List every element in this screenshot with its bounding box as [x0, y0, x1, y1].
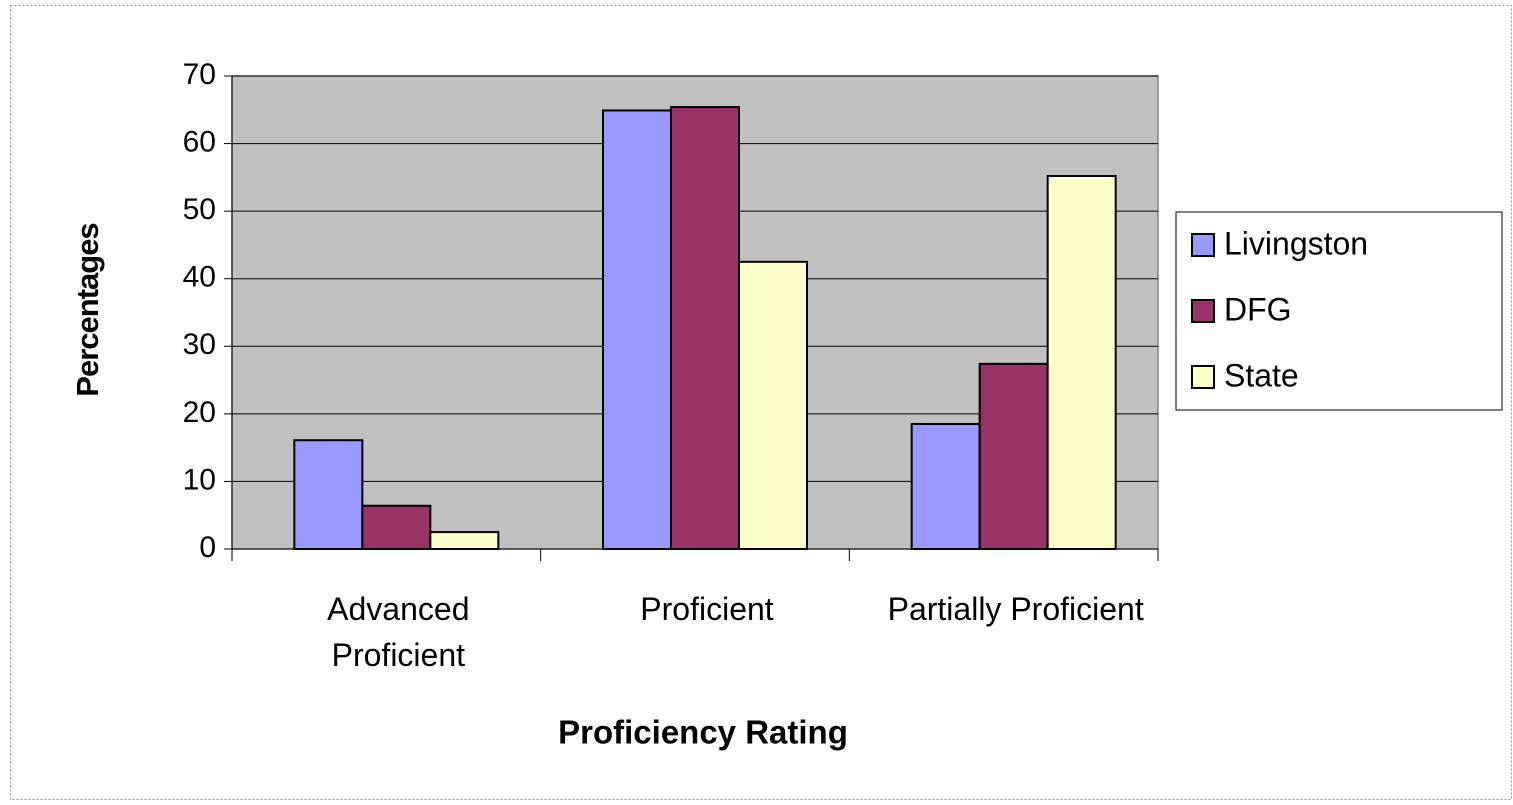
legend-swatch	[1191, 299, 1215, 323]
bar	[293, 439, 364, 550]
bar	[361, 504, 432, 550]
y-tick-label: 50	[183, 193, 216, 226]
y-tick-label: 10	[183, 463, 216, 496]
bar	[1046, 175, 1117, 550]
x-tick-label: Proficient	[640, 591, 774, 627]
x-tick-label: Advanced Proficient	[327, 591, 470, 673]
y-tick-label: 20	[183, 396, 216, 429]
legend-label: Livingston	[1224, 225, 1368, 261]
y-tick-label: 0	[199, 531, 216, 564]
y-tick-label: 60	[183, 125, 216, 158]
x-tick-label: Partially Proficient	[887, 591, 1144, 627]
legend-swatch	[1191, 233, 1215, 257]
legend-label: State	[1224, 357, 1299, 393]
legend-label: DFG	[1224, 291, 1292, 327]
bar	[602, 109, 672, 550]
y-tick-label: 70	[183, 58, 216, 91]
y-axis-title: Percentages	[70, 223, 105, 396]
legend-swatch	[1191, 365, 1215, 389]
bar	[910, 422, 981, 550]
y-tick-label: 40	[183, 261, 216, 294]
y-tick-label: 30	[183, 328, 216, 361]
bar	[429, 531, 500, 550]
bar	[738, 260, 808, 550]
frame	[10, 5, 1512, 800]
x-axis-title: Proficiency Rating	[558, 714, 848, 751]
bar	[978, 362, 1049, 550]
bar	[670, 106, 740, 550]
legend-box	[1175, 211, 1503, 411]
